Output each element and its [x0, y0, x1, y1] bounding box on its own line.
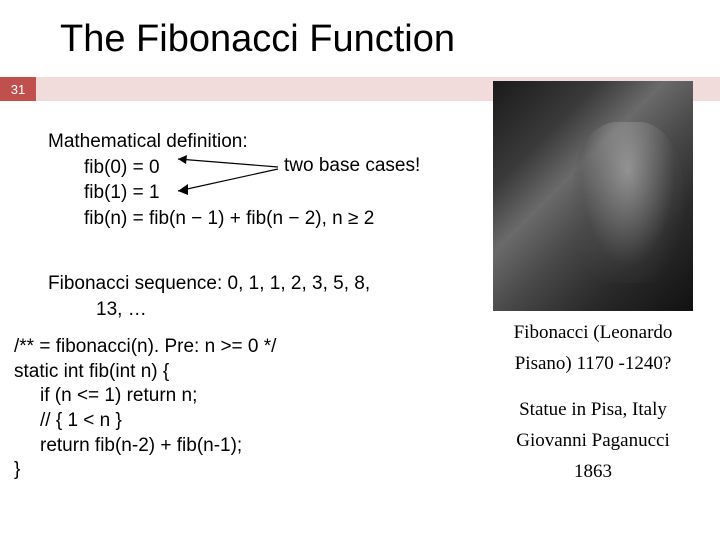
- base-cases-annotation: two base cases!: [284, 155, 420, 177]
- math-header: Mathematical definition:: [48, 129, 374, 155]
- code-line-0: /** = fibonacci(n). Pre: n >= 0 */: [14, 335, 374, 360]
- caption-year: 1863: [488, 460, 698, 485]
- math-line-2: fib(n) = fib(n − 1) + fib(n − 2), n ≥ 2: [48, 206, 374, 232]
- annotation-arrows: [172, 153, 282, 201]
- slide-title: The Fibonacci Function: [0, 0, 720, 67]
- figure-area: Fibonacci (Leonardo Pisano) 1170 -1240? …: [488, 81, 698, 484]
- sequence-line2: 13, …: [48, 297, 428, 323]
- caption-loc: Statue in Pisa, Italy: [488, 398, 698, 423]
- code-line-1: static int fib(int n) {: [14, 360, 374, 385]
- sequence-block: Fibonacci sequence: 0, 1, 1, 2, 3, 5, 8,…: [48, 271, 428, 322]
- code-line-2: if (n <= 1) return n;: [14, 384, 374, 409]
- code-line-3: // { 1 < n }: [14, 409, 374, 434]
- code-block: /** = fibonacci(n). Pre: n >= 0 */ stati…: [14, 335, 374, 483]
- caption-artist: Giovanni Paganucci: [488, 429, 698, 454]
- sequence-line1: Fibonacci sequence: 0, 1, 1, 2, 3, 5, 8,: [48, 271, 428, 297]
- page-number: 31: [0, 77, 36, 101]
- code-line-5: }: [14, 458, 374, 483]
- caption-name2: Pisano) 1170 -1240?: [488, 352, 698, 377]
- code-line-4: return fib(n-2) + fib(n-1);: [14, 434, 374, 459]
- content-area: Mathematical definition: fib(0) = 0 fib(…: [0, 101, 720, 531]
- caption-name1: Fibonacci (Leonardo: [488, 321, 698, 346]
- statue-image: [493, 81, 693, 311]
